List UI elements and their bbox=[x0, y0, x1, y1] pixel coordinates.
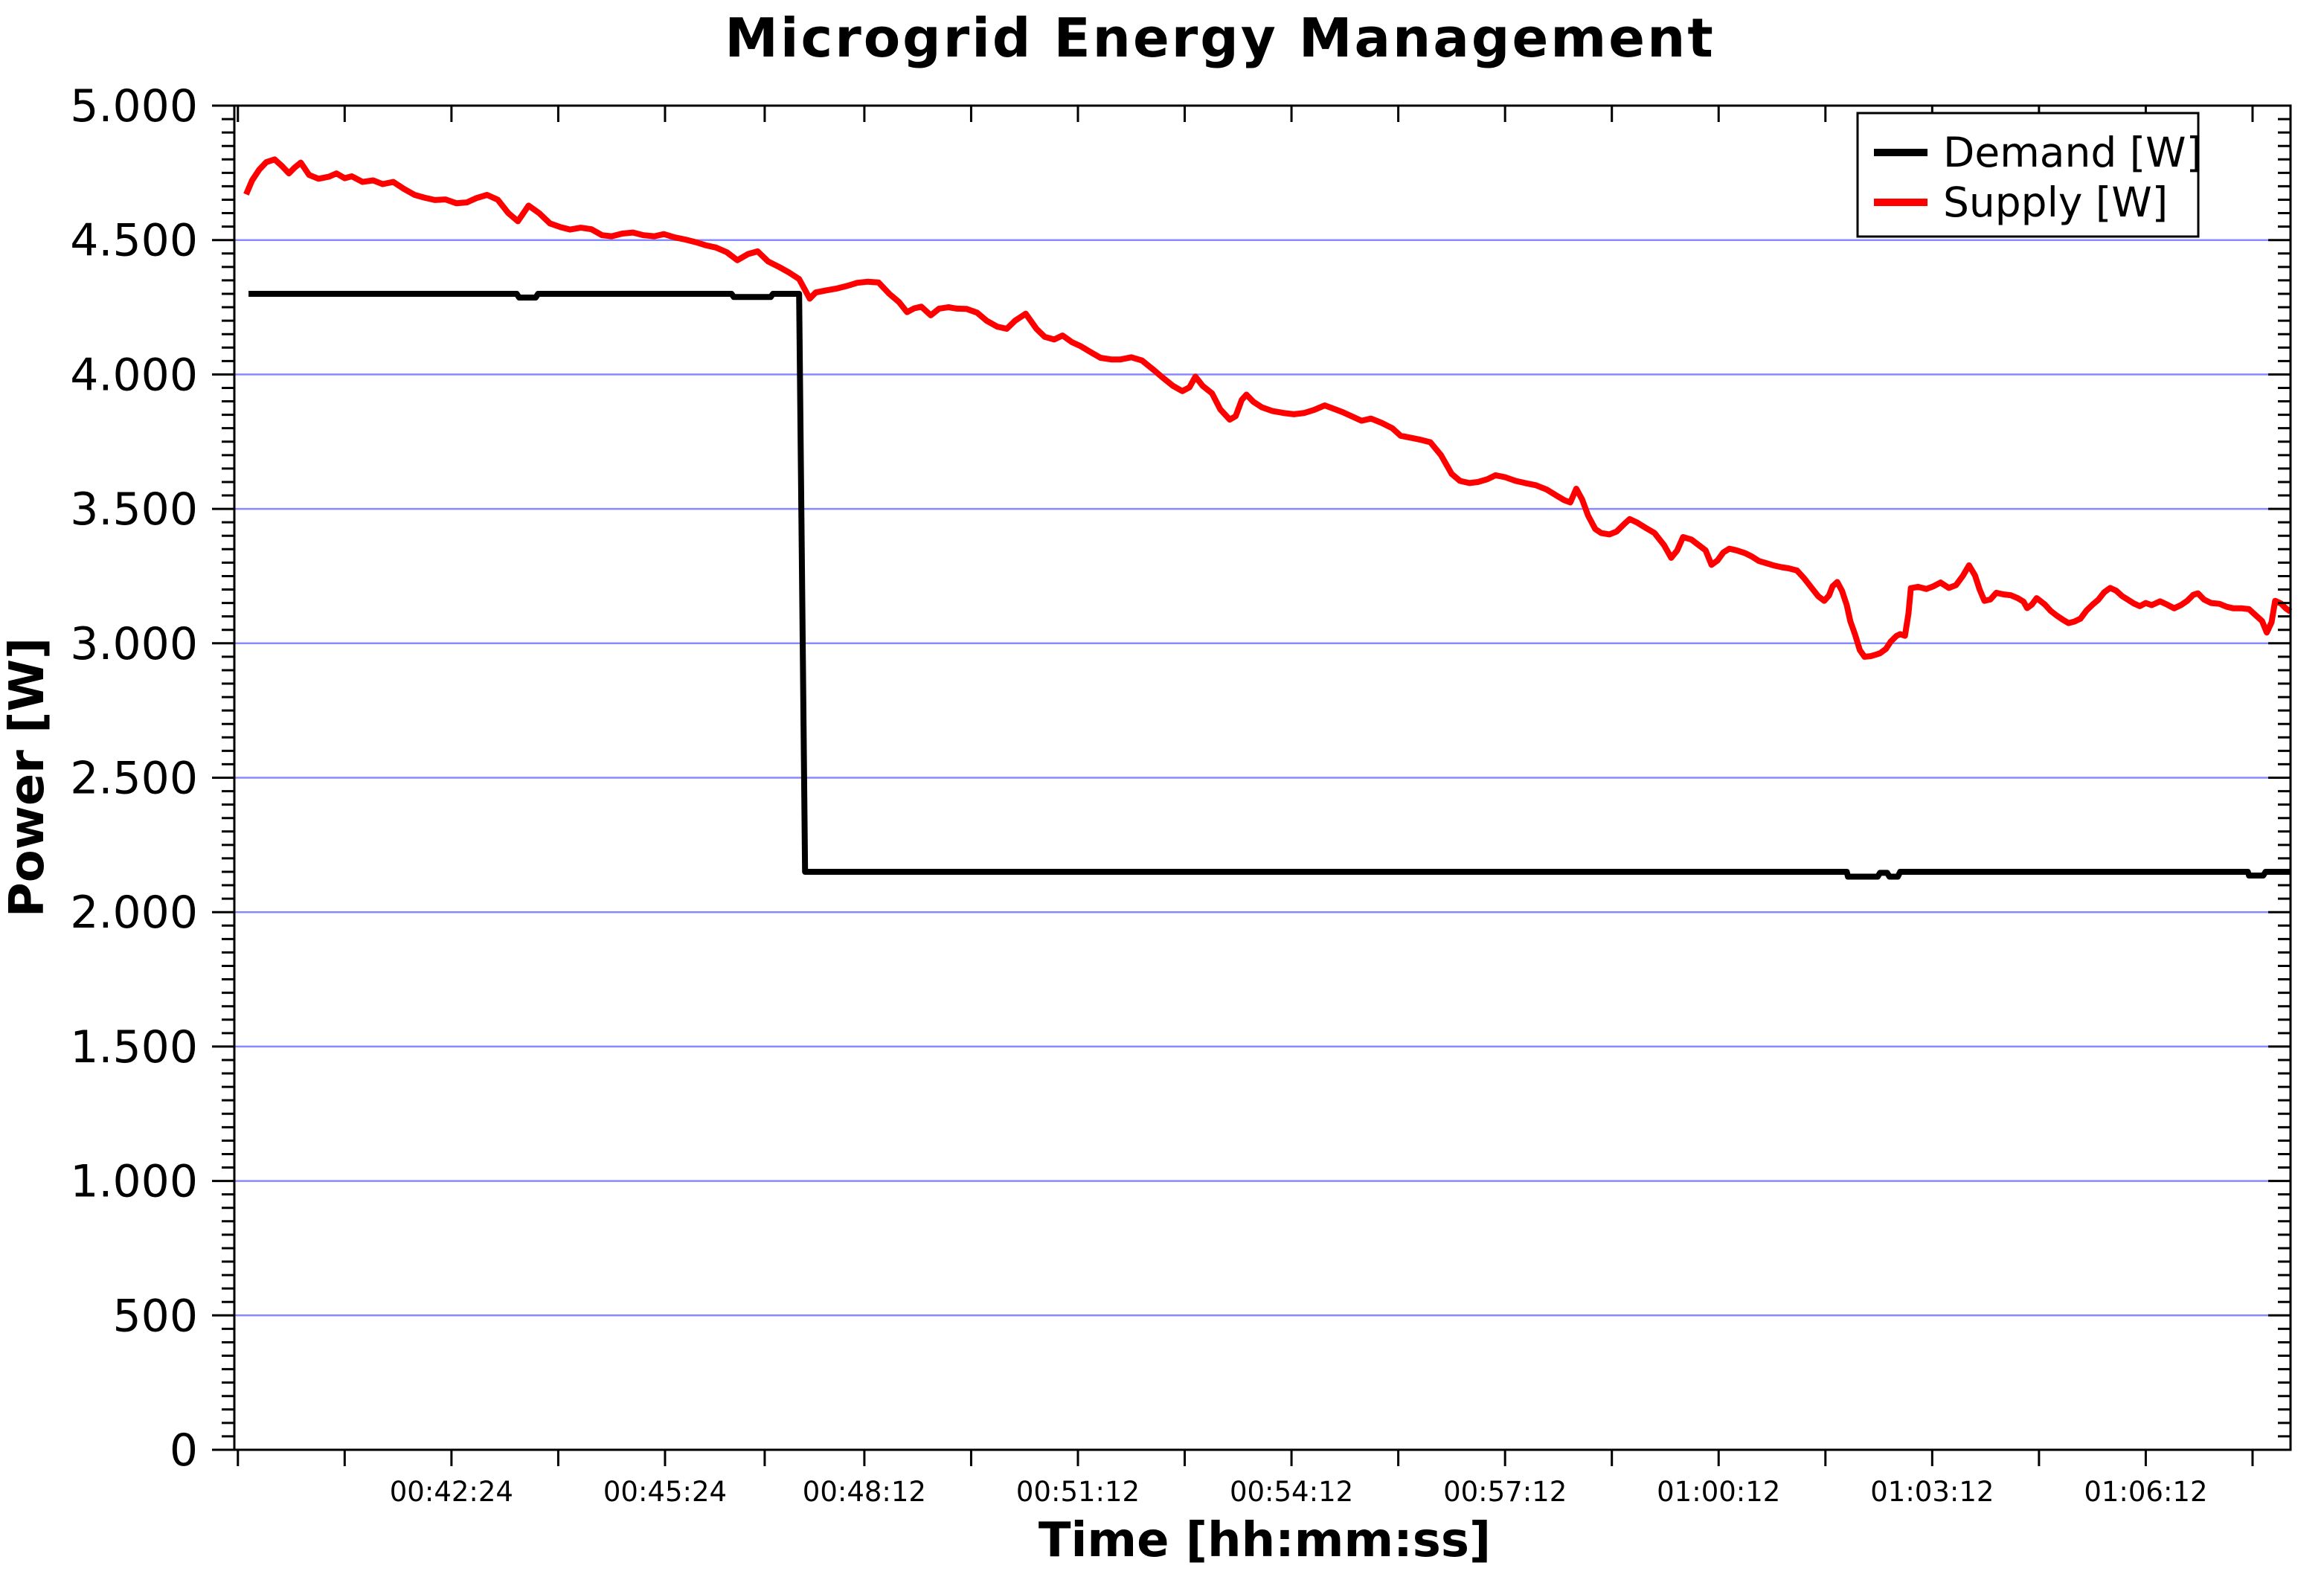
x-tick-label: 00:45:24 bbox=[603, 1476, 727, 1508]
legend: Demand [W] Supply [W] bbox=[1856, 112, 2202, 238]
y-tick-label: 4.000 bbox=[70, 349, 198, 401]
y-axis-title: Power [W] bbox=[0, 637, 55, 917]
y-tick-label: 2.500 bbox=[70, 753, 198, 805]
chart-title: Microgrid Energy Management bbox=[725, 7, 1715, 69]
x-tick-label: 01:03:12 bbox=[1870, 1476, 1994, 1508]
gridlines bbox=[234, 239, 2291, 1317]
x-axis-title: Time [hh:mm:ss] bbox=[1039, 1513, 1491, 1568]
x-tick-label: 00:42:24 bbox=[390, 1476, 513, 1508]
demand-line bbox=[248, 291, 2291, 880]
x-tick-label: 00:51:12 bbox=[1016, 1476, 1140, 1508]
supply-line bbox=[243, 156, 2293, 660]
legend-box bbox=[1856, 112, 2200, 238]
x-tick-label: 00:54:12 bbox=[1230, 1476, 1353, 1508]
y-tick-label: 4.500 bbox=[70, 215, 198, 267]
legend-supply-label: Supply [W] bbox=[1943, 179, 2168, 226]
y-tick-label: 500 bbox=[112, 1290, 198, 1342]
axis-ticks bbox=[212, 104, 2291, 1466]
x-tick-label: 00:48:12 bbox=[803, 1476, 926, 1508]
y-tick-labels: 0 500 1.000 1.500 2.000 2.500 3.000 3.500 4.000 4… bbox=[70, 80, 198, 1477]
x-tick-labels: 00:42:24 00:45:24 00:48:12 00:51:12 00:54:12… bbox=[390, 1476, 2208, 1508]
y-tick-label: 3.000 bbox=[70, 618, 198, 670]
y-tick-label: 1.500 bbox=[70, 1021, 198, 1073]
series-lines bbox=[243, 156, 2293, 880]
y-tick-label: 0 bbox=[170, 1425, 198, 1477]
x-tick-label: 01:06:12 bbox=[2084, 1476, 2207, 1508]
y-tick-label: 2.000 bbox=[70, 887, 198, 939]
legend-demand-label: Demand [W] bbox=[1943, 129, 2202, 176]
x-tick-label: 01:00:12 bbox=[1657, 1476, 1780, 1508]
y-tick-label: 1.000 bbox=[70, 1156, 198, 1208]
y-tick-label: 5.000 bbox=[70, 80, 198, 132]
y-tick-label: 3.500 bbox=[70, 484, 198, 536]
x-tick-label: 00:57:12 bbox=[1443, 1476, 1567, 1508]
